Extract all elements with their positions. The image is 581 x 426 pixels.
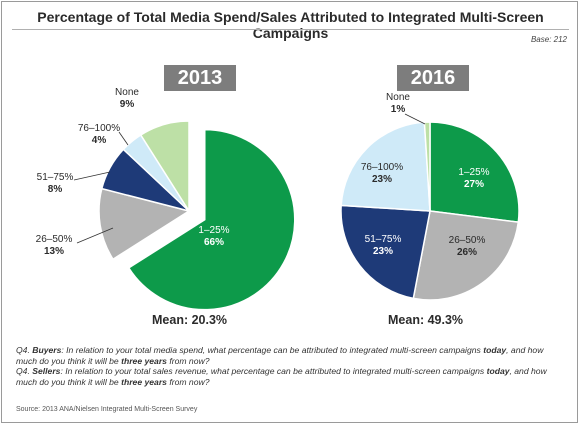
sellers-question: Q4. Sellers: In relation to your total s… bbox=[16, 366, 547, 387]
pie-2016-value-3: 23% bbox=[372, 174, 392, 185]
pie-2016-slice-3 bbox=[340, 121, 431, 212]
pie-2016-value-4: 1% bbox=[391, 104, 406, 115]
pie-2016-slice-2 bbox=[340, 204, 431, 300]
source-note: Source: 2013 ANA/Nielsen Integrated Mult… bbox=[16, 406, 198, 413]
base-note: Base: 212 bbox=[530, 35, 567, 44]
pie-2016-label-2: 51–75% bbox=[365, 234, 402, 245]
pie-2013-value-4: 9% bbox=[120, 99, 135, 110]
pie-2016-leader-4 bbox=[404, 113, 426, 125]
pie-2013-label-0: 1–25% bbox=[198, 225, 229, 236]
pie-2013-slice-0 bbox=[127, 128, 296, 311]
year-badge-2016: 2016 bbox=[397, 65, 469, 91]
year-badge-2013: 2013 bbox=[164, 65, 236, 91]
buyers-question: Q4. Buyers: In relation to your total me… bbox=[16, 345, 544, 366]
pie-2013-leader-3 bbox=[118, 131, 129, 146]
pie-2016-value-0: 27% bbox=[464, 179, 484, 190]
pie-2013-label-3: 76–100% bbox=[78, 123, 120, 134]
pie-2013-leader-1 bbox=[76, 227, 114, 244]
pie-2016-label-3: 76–100% bbox=[361, 162, 403, 173]
pie-2013-label-4: None bbox=[115, 87, 139, 98]
pie-2013-label-1: 26–50% bbox=[36, 234, 73, 245]
title-divider bbox=[12, 29, 569, 30]
pie-2016-slice-4 bbox=[423, 121, 431, 212]
pie-2016-value-1: 26% bbox=[457, 247, 477, 258]
pie-2013-value-3: 4% bbox=[92, 135, 107, 146]
mean-2016: Mean: 49.3% bbox=[388, 313, 464, 327]
pie-2013-label-2: 51–75% bbox=[37, 172, 74, 183]
pie-2016-label-0: 1–25% bbox=[458, 167, 489, 178]
survey-questions: Q4. Buyers: In relation to your total me… bbox=[16, 345, 561, 387]
pie-2016-label-4: None bbox=[386, 92, 410, 103]
pie-2013-leader-2 bbox=[73, 171, 111, 181]
pie-2013-value-2: 8% bbox=[48, 184, 63, 195]
pie-2016-slice-1 bbox=[412, 210, 520, 301]
pie-2016-slice-0 bbox=[429, 121, 520, 223]
mean-2013: Mean: 20.3% bbox=[152, 313, 228, 327]
pie-2013-slice-1 bbox=[98, 187, 191, 261]
pie-2013-value-0: 66% bbox=[204, 237, 224, 248]
pie-2016-value-2: 23% bbox=[373, 246, 393, 257]
pie-2016-label-1: 26–50% bbox=[449, 235, 486, 246]
pie-2013-value-1: 13% bbox=[44, 246, 64, 257]
pie-2013-slice-4 bbox=[139, 120, 190, 214]
